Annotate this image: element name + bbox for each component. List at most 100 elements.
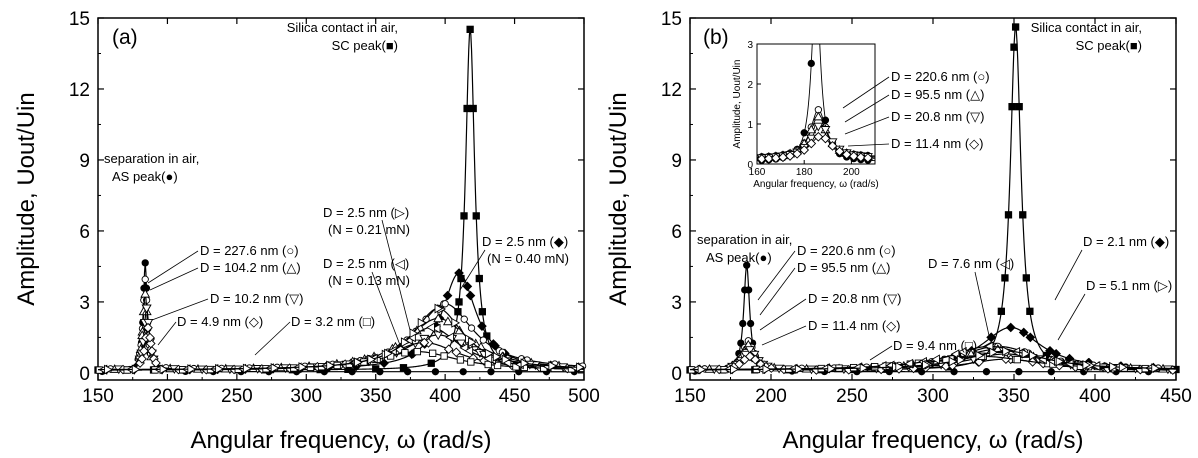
panel-b-ann-d4: D = 11.4 nm (◇)	[808, 318, 900, 333]
inset-leader-lines	[842, 76, 890, 147]
panel-a-series-7-point	[401, 349, 409, 357]
x-tick-label: 300	[290, 386, 322, 407]
y-tick-label: 9	[79, 151, 90, 172]
panel-a-series-6-point	[137, 354, 147, 364]
inset-series-6-point	[834, 146, 845, 157]
panel-a-series-8-point	[426, 322, 435, 333]
panel-a-series-1-point	[376, 368, 384, 376]
panel-a-series-9-point	[409, 328, 419, 339]
panel-b-series-9-point	[859, 363, 869, 374]
panel-b-series-1-point	[739, 319, 747, 328]
panel-b-series-2-point	[986, 332, 996, 343]
panel-b-ann-d8: D = 5.1 nm (▷)	[1086, 278, 1172, 293]
panel-a-series-8-point	[431, 323, 441, 334]
panel-b-series-1-point	[1015, 368, 1023, 376]
panel-b-label: (b)	[703, 26, 729, 49]
panel-b-series-6-point	[745, 351, 755, 362]
panel-a-series-2-point	[454, 268, 464, 278]
inset-series-6-point	[799, 145, 810, 155]
panel-a-series-0-point	[478, 308, 487, 316]
panel-b-series-0-point	[1004, 211, 1013, 219]
panel-b-series-9-point	[762, 364, 772, 375]
panel-b-series-9-point	[948, 356, 958, 367]
panel-b-series	[686, 23, 1180, 376]
inset-series-5-point	[820, 126, 831, 135]
panel-a-ann-d6: D = 2.5 nm (▷)	[323, 205, 409, 220]
panel-b-ann-d7: D = 2.1 nm (◆)	[1083, 234, 1169, 249]
panel-b-inset: 160 180 200 0 1 2 3 Angular frequency, ω (rad/…	[732, 40, 990, 190]
panel-a-series-7-point	[413, 347, 422, 356]
panel-a-series-6-point	[443, 344, 454, 355]
panel-a-series-9-point	[367, 354, 377, 365]
panel-a-as-line2: AS peak(●)	[112, 169, 178, 184]
x-tick-label: 200	[755, 386, 787, 407]
inset-label-0: D = 220.6 nm (○)	[891, 69, 990, 84]
inset-series	[757, 44, 875, 164]
panel-b-ann-d1: D = 220.6 nm (○)	[797, 243, 896, 258]
panel-a-series-1-point	[487, 368, 495, 376]
panel-a-series-3-point	[479, 336, 487, 344]
panel-a-series-6-point	[147, 346, 157, 356]
x-tick-label: 400	[1079, 386, 1111, 407]
panel-a-series-1-point	[459, 368, 467, 376]
panel-a-series-9-point	[104, 364, 113, 375]
panel-b-series-7-point	[1013, 355, 1021, 364]
panel-b-series-5-point	[744, 346, 755, 355]
panel-a-series-0-point	[475, 274, 483, 283]
panel-a-series-9-point	[484, 348, 494, 359]
panel-b-series-9-point	[1021, 348, 1031, 359]
panel-a-series-6-point	[419, 337, 430, 348]
panel-a-ann-d4: D = 4.9 nm (◇)	[177, 314, 263, 329]
panel-b-as-line2: AS peak(●)	[706, 250, 772, 265]
x-tick-label: 250	[221, 386, 253, 407]
panel-a-series-8-point	[464, 345, 474, 356]
panel-a-series-0-point	[460, 212, 468, 220]
panel-b-series-2-point	[1018, 327, 1029, 338]
panel-b-series-0-point	[1011, 23, 1020, 31]
inset-x-tick-label: 160	[749, 167, 766, 178]
panel-a-series-9-point	[354, 357, 363, 368]
panel-a-ann-d8n: (N = 0.40 mN)	[487, 251, 569, 266]
panel-a-series-0-point	[469, 104, 477, 113]
panel-a-leader-lines	[147, 219, 486, 356]
x-tick-label: 400	[429, 386, 461, 407]
y-tick-label: 9	[671, 151, 682, 172]
panel-a-series-3-point	[441, 300, 449, 308]
y-tick-label: 3	[79, 293, 90, 314]
panel-b-series-8-point	[957, 346, 967, 357]
inset-x-tick-label: 180	[796, 167, 813, 178]
panel-a-series-6-point	[143, 322, 153, 333]
x-tick-label: 250	[836, 386, 868, 407]
panel-b-ylabel: Amplitude, Uout/Uin	[605, 92, 632, 305]
panel-a-series-2-point	[462, 281, 473, 292]
panel-b-series-0-point	[1022, 274, 1030, 282]
inset-series-6-point	[757, 154, 767, 164]
panel-a: 150 200 250 300 350 400 450 500 0 3 6 9 12 15 (a) Ang…	[13, 9, 600, 454]
panel-a-series-6-point	[139, 346, 149, 356]
panel-b-leader-lines	[757, 249, 1086, 361]
panel-a-series-9-point	[548, 360, 558, 371]
inset-series-6-point	[763, 153, 774, 164]
panel-a-series-2-point	[477, 321, 487, 332]
x-tick-label: 200	[152, 386, 184, 407]
panel-a-xlabel: Angular frequency, ω (rad/s)	[190, 427, 491, 454]
panel-a-series-1-point	[431, 368, 440, 376]
panel-a-ylabel: Amplitude, Uout/Uin	[13, 92, 40, 305]
inset-series-6-point	[863, 153, 873, 163]
panel-a-series-3-point	[141, 275, 149, 283]
inset-xlabel: Angular frequency, ω (rad/s)	[753, 179, 878, 190]
panel-b-series-9-point	[1002, 346, 1012, 357]
panel-a-series-4-point	[433, 313, 444, 323]
panel-a-ann-d7: D = 2.5 nm (◁)	[323, 256, 409, 271]
x-tick-label: 450	[1160, 386, 1192, 407]
panel-a-series-9	[98, 303, 585, 375]
panel-a-series-0-point	[463, 104, 471, 113]
panel-b-ann-d6: D = 7.6 nm (◁)	[928, 256, 1014, 271]
panel-a-series-8-point	[445, 332, 454, 343]
panel-a-ann-d3: D = 10.2 nm (▽)	[210, 291, 303, 306]
panel-a-series-7-point	[428, 349, 437, 357]
x-tick-label: 300	[917, 386, 949, 407]
inset-label-3: D = 11.4 nm (◇)	[891, 136, 983, 151]
